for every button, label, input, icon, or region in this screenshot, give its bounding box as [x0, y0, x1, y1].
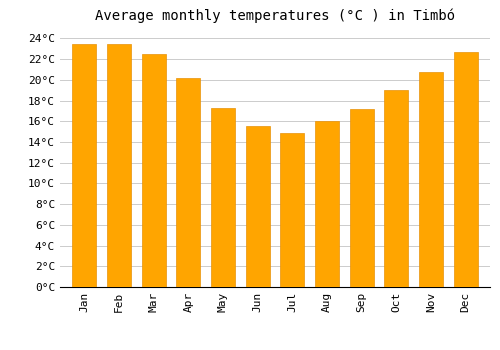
Bar: [176, 78, 201, 287]
Bar: [211, 108, 235, 287]
Bar: [419, 71, 443, 287]
Bar: [107, 43, 131, 287]
Bar: [350, 109, 374, 287]
Title: Average monthly temperatures (°C ) in Timbó: Average monthly temperatures (°C ) in Ti…: [95, 8, 455, 23]
Bar: [246, 126, 270, 287]
Bar: [315, 121, 339, 287]
Bar: [384, 90, 408, 287]
Bar: [72, 43, 96, 287]
Bar: [280, 133, 304, 287]
Bar: [454, 52, 478, 287]
Bar: [142, 54, 166, 287]
